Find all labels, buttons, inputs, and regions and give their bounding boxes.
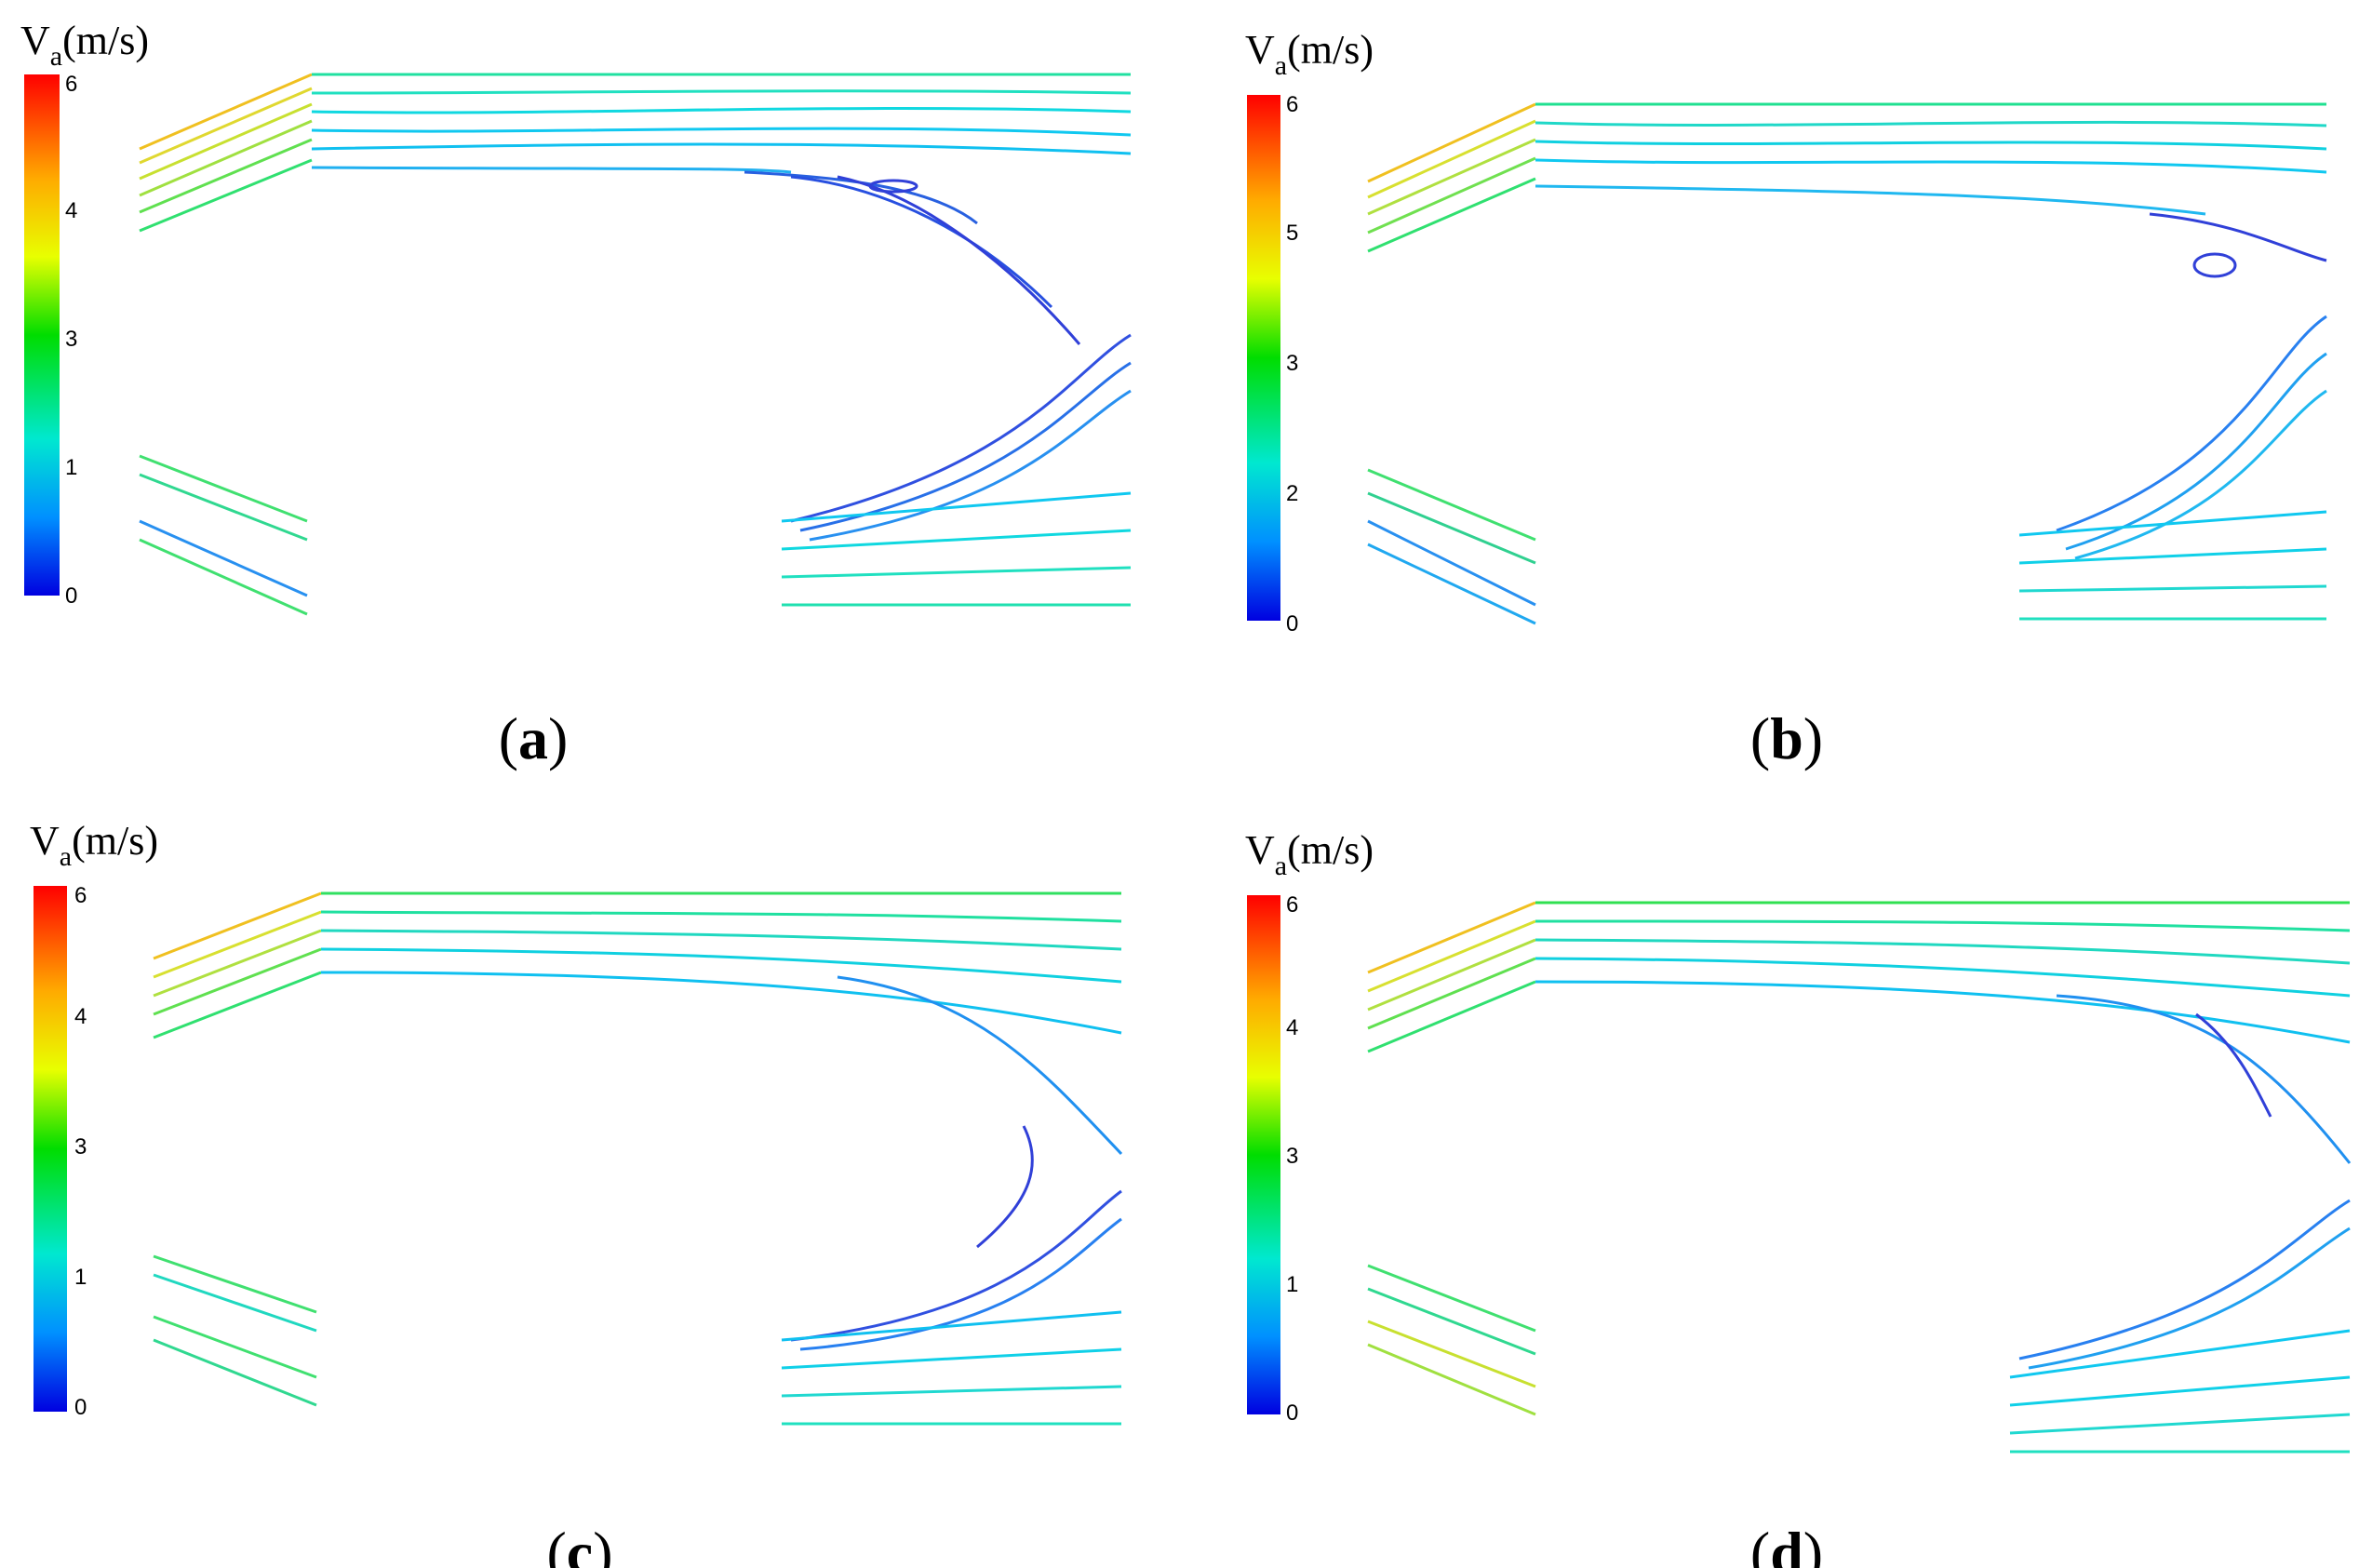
tick-label: 4 <box>74 1004 87 1029</box>
tick-label: 1 <box>1286 1272 1298 1297</box>
streamlines <box>1367 102 2327 625</box>
streamlines <box>139 73 1132 616</box>
tick-label: 6 <box>65 72 77 97</box>
legend-title: Va(m/s) <box>1245 27 1374 81</box>
tick-label: 4 <box>1286 1015 1298 1040</box>
tick-label: 0 <box>74 1395 87 1420</box>
colorbar-legend: Va(m/s) 6 4 3 1 0 <box>30 818 158 1420</box>
tick-label: 6 <box>1286 92 1298 117</box>
colorbar <box>1247 895 1280 1414</box>
legend-title: Va(m/s) <box>30 818 158 872</box>
panel-caption: (d) <box>1750 1520 1823 1568</box>
tick-label: 3 <box>1286 351 1298 376</box>
colorbar <box>24 74 60 596</box>
colorbar <box>34 886 67 1412</box>
streamlines <box>1367 901 2352 1454</box>
tick-label: 0 <box>65 583 77 609</box>
streamlines <box>153 891 1123 1426</box>
legend-title: Va(m/s) <box>20 18 149 72</box>
tick-label: 1 <box>74 1265 87 1290</box>
colorbar <box>1247 95 1280 621</box>
panel-caption: (b) <box>1750 705 1823 771</box>
colorbar-legend: Va(m/s) 6 4 3 1 0 <box>1245 827 1374 1426</box>
colorbar-legend: Va(m/s) 6 5 3 2 0 <box>1245 27 1374 637</box>
panel-caption: (c) <box>546 1520 612 1568</box>
tick-label: 3 <box>1286 1144 1298 1169</box>
tick-label: 4 <box>65 198 77 223</box>
tick-label: 3 <box>65 327 77 352</box>
tick-label: 6 <box>74 883 87 908</box>
tick-label: 5 <box>1286 221 1298 246</box>
tick-label: 2 <box>1286 481 1298 506</box>
panel-c: Va(m/s) 6 4 3 1 0 <box>30 818 1123 1568</box>
tick-label: 0 <box>1286 611 1298 637</box>
legend-title: Va(m/s) <box>1245 827 1374 881</box>
panel-b: Va(m/s) 6 5 3 2 0 <box>1245 27 2327 771</box>
panel-caption: (a) <box>499 705 569 771</box>
tick-label: 6 <box>1286 892 1298 918</box>
tick-label: 0 <box>1286 1400 1298 1426</box>
tick-label: 1 <box>65 455 77 480</box>
tick-label: 3 <box>74 1134 87 1159</box>
colorbar-legend: Va(m/s) 6 4 3 1 0 <box>20 18 149 609</box>
panel-d: Va(m/s) 6 4 3 1 0 <box>1245 827 2352 1568</box>
panel-a: Va(m/s) 6 4 3 1 0 <box>20 18 1132 771</box>
